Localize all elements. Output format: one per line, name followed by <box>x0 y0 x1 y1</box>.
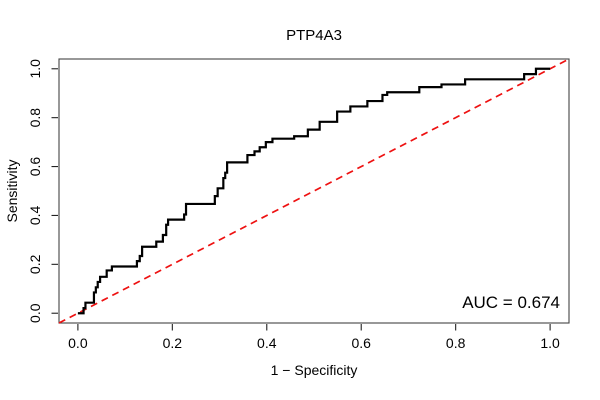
x-tick-label: 0.0 <box>68 335 88 351</box>
x-tick-label: 0.4 <box>257 335 277 351</box>
y-tick-label: 0.0 <box>27 303 43 323</box>
chart-title: PTP4A3 <box>286 27 342 44</box>
y-axis-label: Sensitivity <box>4 159 20 222</box>
x-tick-label: 0.6 <box>351 335 371 351</box>
x-axis: 0.0 0.2 0.4 0.6 0.8 1.0 <box>68 324 560 351</box>
x-axis-label: 1 − Specificity <box>271 362 358 378</box>
x-tick-label: 1.0 <box>540 335 560 351</box>
y-tick-label: 0.4 <box>27 206 43 226</box>
y-tick-label: 0.6 <box>27 157 43 177</box>
x-tick-label: 0.8 <box>446 335 466 351</box>
roc-curve <box>77 67 551 315</box>
x-tick-label: 0.2 <box>163 335 183 351</box>
auc-annotation: AUC = 0.674 <box>462 293 560 312</box>
chance-diagonal-line <box>58 58 570 324</box>
y-tick-label: 0.2 <box>27 254 43 274</box>
y-tick-label: 0.8 <box>27 108 43 128</box>
y-tick-label: 1.0 <box>27 59 43 79</box>
plot-box <box>58 58 570 324</box>
y-axis: 0.0 0.2 0.4 0.6 0.8 1.0 <box>27 59 58 323</box>
